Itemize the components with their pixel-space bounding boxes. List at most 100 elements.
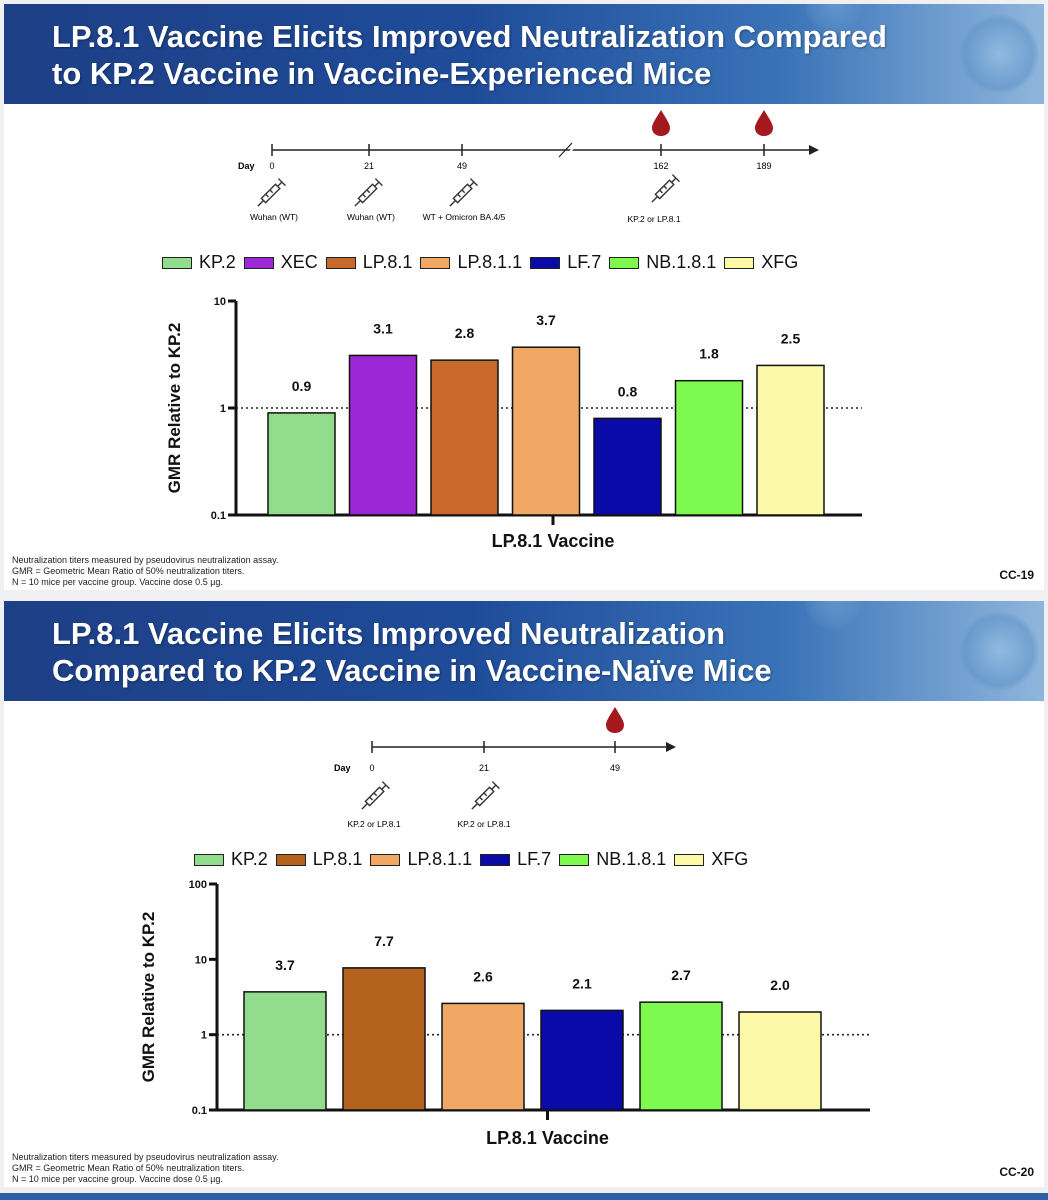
- legend-item: LP.8.1.1: [420, 252, 522, 273]
- dose-label: KP.2 or LP.8.1: [627, 214, 680, 224]
- footnote: Neutralization titers measured by pseudo…: [12, 555, 279, 565]
- x-axis-label: LP.8.1 Vaccine: [486, 1128, 609, 1148]
- legend-swatch: [609, 256, 640, 269]
- bar-nb-1-8-1: [639, 1001, 723, 1111]
- y-tick-label: 0.1: [211, 510, 226, 522]
- legend-swatch: [724, 256, 755, 269]
- legend-item: KP.2: [162, 252, 236, 273]
- dose-label: Wuhan (WT): [347, 212, 395, 222]
- legend-swatch: [370, 853, 401, 866]
- day-label: Day: [334, 763, 351, 773]
- blood-draw-icon: [755, 110, 773, 136]
- legend-label: LP.8.1: [312, 849, 363, 869]
- day-tick-label: 0: [369, 763, 374, 773]
- blood-draw-icon: [652, 110, 670, 136]
- day-tick-label: 49: [610, 763, 620, 773]
- bar-chart: 0.1 1 10 100 3.7 7.7 2.6 2.1 2.7 2.0 LP.8.1 Vaccin…: [139, 879, 870, 1148]
- bar-chart: 0.1 1 10 0.9 3.1 2.8 3.7 0.8 1.8 2.5 LP.8.1 Vaccin…: [165, 296, 862, 551]
- data-label: 2.7: [671, 967, 691, 983]
- syringe-icon: [471, 781, 500, 810]
- slide-number: CC-19: [999, 568, 1034, 582]
- day-tick-label: 189: [756, 161, 771, 171]
- bar-xfg: [738, 1011, 822, 1111]
- y-tick-label: 10: [195, 954, 207, 966]
- syringe-icon: [257, 178, 286, 207]
- study-timeline: Day 0 21 49 162 189 Wuhan (WT) Wuhan (WT…: [238, 110, 819, 224]
- legend-label: LP.8.1.1: [457, 252, 523, 272]
- virus-decoration-icon: [959, 14, 1039, 94]
- legend-swatch: [162, 256, 192, 269]
- syringe-icon: [449, 178, 478, 207]
- bar-lp-8-1: [342, 967, 426, 1111]
- bar-lp-8-1-1: [441, 1002, 525, 1111]
- chart-legend: KP.2 LP.8.1 LP.8.1.1 LF.7 NB.1.8.1 XFG: [194, 849, 756, 870]
- legend-label: LP.8.1.1: [407, 849, 473, 869]
- slide-title: LP.8.1 Vaccine Elicits Improved Neutrali…: [52, 616, 772, 688]
- virus-decoration-icon: [959, 611, 1039, 691]
- data-label: 2.1: [572, 975, 592, 991]
- footnotes: Neutralization titers measured by pseudo…: [12, 1152, 278, 1185]
- legend-swatch: [325, 256, 356, 269]
- slide-cc20: LP.8.1 Vaccine Elicits Improved Neutrali…: [4, 601, 1044, 1187]
- y-tick-label: 10: [214, 296, 226, 308]
- title-banner: LP.8.1 Vaccine Elicits Improved Neutrali…: [4, 4, 1044, 104]
- footnote: GMR = Geometric Mean Ratio of 50% neutra…: [12, 1163, 245, 1173]
- syringe-icon: [354, 178, 383, 207]
- legend-swatch: [420, 256, 451, 269]
- slide-number: CC-20: [999, 1165, 1034, 1179]
- legend-item: LF.7: [480, 849, 551, 870]
- data-label: 7.7: [374, 933, 394, 949]
- syringe-icon: [361, 781, 390, 810]
- day-tick-label: 0: [269, 161, 274, 171]
- data-label: 2.5: [781, 330, 801, 346]
- legend-label: XFG: [761, 252, 799, 272]
- legend-swatch: [275, 853, 306, 866]
- dose-label: KP.2 or LP.8.1: [347, 819, 400, 829]
- day-tick-label: 21: [479, 763, 489, 773]
- y-tick-label: 100: [189, 879, 207, 891]
- footnote: N = 10 mice per vaccine group. Vaccine d…: [12, 1174, 223, 1184]
- legend-label: NB.1.8.1: [646, 252, 717, 272]
- legend-swatch: [480, 853, 511, 866]
- legend-item: KP.2: [194, 849, 268, 870]
- legend-item: NB.1.8.1: [609, 252, 716, 273]
- data-label: 2.8: [455, 325, 475, 341]
- data-label: 3.1: [373, 320, 393, 336]
- footnotes: Neutralization titers measured by pseudo…: [12, 555, 278, 588]
- bar-lp-8-1: [430, 359, 499, 516]
- y-tick-label: 1: [201, 1030, 207, 1042]
- legend-item: LP.8.1: [275, 849, 363, 870]
- dose-label: WT + Omicron BA.4/5: [423, 212, 506, 222]
- x-axis-label: LP.8.1 Vaccine: [492, 531, 615, 551]
- legend-item: NB.1.8.1: [559, 849, 666, 870]
- legend-swatch: [530, 256, 561, 269]
- day-tick-label: 162: [653, 161, 668, 171]
- legend-swatch: [243, 256, 274, 269]
- y-axis-label: GMR Relative to KP.2: [165, 323, 184, 494]
- dose-label: KP.2 or LP.8.1: [457, 819, 510, 829]
- legend-item: LP.8.1.1: [370, 849, 472, 870]
- bar-lf-7: [593, 417, 662, 516]
- bar-lf-7: [540, 1009, 624, 1111]
- data-label: 0.8: [618, 383, 638, 399]
- bar-nb-1-8-1: [674, 379, 744, 516]
- data-label: 1.8: [699, 346, 719, 362]
- legend-swatch: [559, 853, 590, 866]
- legend-item: XFG: [724, 252, 798, 273]
- legend-item: XEC: [243, 252, 318, 273]
- legend-label: XEC: [280, 252, 318, 272]
- slide-cc19: LP.8.1 Vaccine Elicits Improved Neutrali…: [4, 4, 1044, 590]
- study-timeline: Day 0 21 49 KP.2 or LP.8.1 KP.2 or LP.8.…: [334, 707, 676, 829]
- footnote: GMR = Geometric Mean Ratio of 50% neutra…: [12, 566, 245, 576]
- blood-draw-icon: [606, 707, 624, 733]
- data-label: 3.7: [275, 957, 295, 973]
- legend-swatch: [674, 853, 705, 866]
- data-label: 2.0: [770, 977, 790, 993]
- bar-kp-2: [267, 412, 336, 516]
- legend-item: LF.7: [530, 252, 601, 273]
- legend-label: KP.2: [231, 849, 268, 869]
- legend-swatch: [194, 853, 224, 866]
- dose-label: Wuhan (WT): [250, 212, 298, 222]
- bar-xfg: [756, 364, 825, 516]
- slide-title: LP.8.1 Vaccine Elicits Improved Neutrali…: [52, 19, 887, 91]
